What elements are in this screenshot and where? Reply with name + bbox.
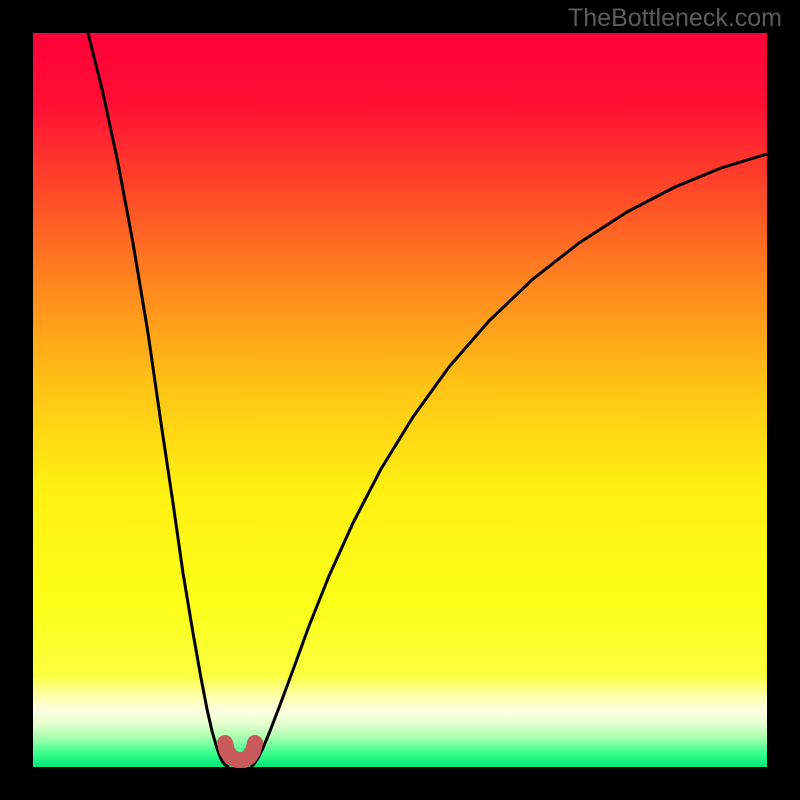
plot-area <box>33 33 767 767</box>
right-curve <box>251 154 767 767</box>
chart-stage: TheBottleneck.com <box>0 0 800 800</box>
bottleneck-marker <box>225 743 255 760</box>
curves-svg <box>33 33 767 767</box>
watermark-text: TheBottleneck.com <box>568 4 782 33</box>
left-curve <box>88 33 229 767</box>
